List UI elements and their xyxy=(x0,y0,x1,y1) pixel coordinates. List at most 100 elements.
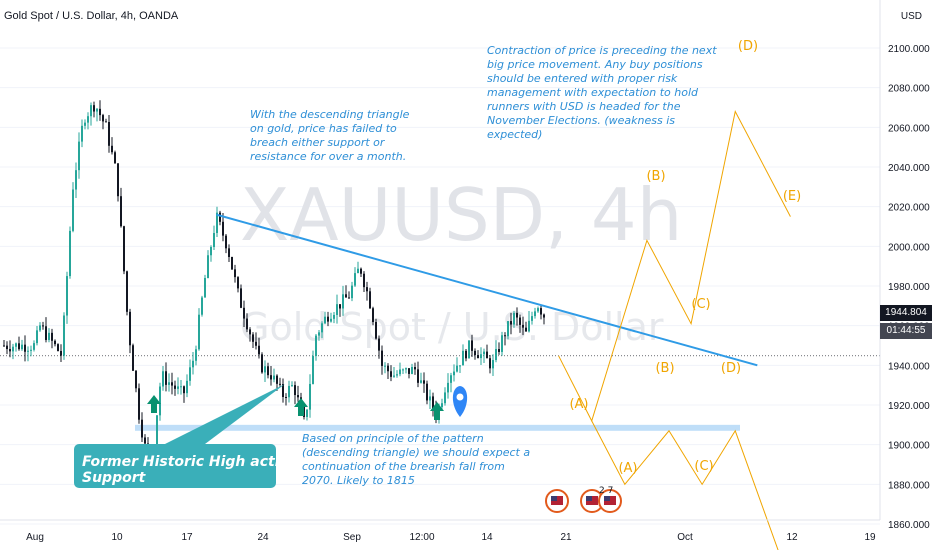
candle-body xyxy=(228,248,230,257)
candle-body xyxy=(252,334,254,342)
support-band xyxy=(135,424,740,431)
wave-label-lower: (D) xyxy=(721,361,741,376)
descending-trendline xyxy=(216,213,758,367)
candle-body xyxy=(174,385,176,389)
candle-body xyxy=(3,345,5,347)
candle-body xyxy=(78,141,80,171)
candle-body xyxy=(60,350,62,356)
candle-body xyxy=(510,321,512,325)
candle-body xyxy=(426,383,428,401)
candle-body xyxy=(543,314,545,318)
candle-body xyxy=(213,233,215,248)
candle-body xyxy=(90,105,92,117)
candle-body xyxy=(291,385,293,387)
candle-body xyxy=(513,312,515,325)
candle-body xyxy=(225,235,227,249)
map-pin-dot xyxy=(456,393,464,401)
candle-body xyxy=(327,316,329,322)
candle-body xyxy=(294,385,296,396)
candle-body xyxy=(504,335,506,337)
candle-body xyxy=(483,351,485,355)
watermark: XAUUSD, 4h Gold Spot / U.S. Dollar xyxy=(240,173,682,349)
candle-body xyxy=(198,314,200,350)
candle-body xyxy=(156,415,158,446)
candle-body xyxy=(144,437,146,444)
candle-body xyxy=(411,367,413,374)
candle-body xyxy=(243,307,245,319)
candle-body xyxy=(465,350,467,359)
candle-body xyxy=(201,297,203,315)
candle-body xyxy=(477,355,479,359)
candle-body xyxy=(318,332,320,336)
candle-body xyxy=(222,221,224,236)
candle-body xyxy=(66,276,68,316)
candle-body xyxy=(183,386,185,394)
candle-body xyxy=(288,385,290,398)
candle-body xyxy=(273,375,275,380)
candle-body xyxy=(51,332,53,341)
x-tick-label: 17 xyxy=(181,532,193,543)
candle-body xyxy=(429,396,431,401)
candle-body xyxy=(507,321,509,337)
us-flag-canton xyxy=(551,496,557,501)
candle-body xyxy=(72,189,74,231)
candle-body xyxy=(189,367,191,381)
candle-body xyxy=(231,256,233,270)
candle-body xyxy=(15,343,17,347)
x-tick-label: 14 xyxy=(481,532,493,543)
candle-body xyxy=(81,125,83,142)
x-tick-label: 24 xyxy=(257,532,269,543)
candle-body xyxy=(459,365,461,367)
candle-body xyxy=(489,358,491,369)
candle-body xyxy=(537,308,539,312)
candle-body xyxy=(45,326,47,340)
candle-body xyxy=(396,374,398,376)
y-tick-label: 2000.000 xyxy=(888,242,930,253)
x-tick-label: 12:00 xyxy=(409,532,434,543)
wave-label-upper: (E) xyxy=(783,189,801,204)
wave-label-upper: (C) xyxy=(691,297,710,312)
candle-body xyxy=(315,335,317,356)
candle-body xyxy=(336,304,338,315)
candle-body xyxy=(63,315,65,356)
candle-body xyxy=(96,108,98,112)
candle-body xyxy=(216,212,218,234)
candle-body xyxy=(84,122,86,126)
candle-body xyxy=(297,395,299,398)
candle-body xyxy=(168,382,170,385)
event-count: 2 7 xyxy=(599,486,613,496)
y-tick-label: 1920.000 xyxy=(888,401,930,412)
y-tick-label: 2100.000 xyxy=(888,44,930,55)
candle-body xyxy=(57,344,59,351)
candle-body xyxy=(462,350,464,366)
candle-body xyxy=(129,311,131,346)
candle-body xyxy=(276,375,278,384)
candle-body xyxy=(354,273,356,286)
candle-body xyxy=(345,294,347,298)
candle-body xyxy=(282,384,284,398)
candle-body xyxy=(381,350,383,366)
candle-body xyxy=(378,338,380,351)
map-pin-icon xyxy=(452,386,468,417)
candle-body xyxy=(468,340,470,359)
candle-body xyxy=(21,344,23,350)
candle-body xyxy=(162,371,164,387)
candle-body xyxy=(405,368,407,370)
y-tick-label: 2080.000 xyxy=(888,84,930,95)
candle-body xyxy=(492,360,494,369)
candle-body xyxy=(69,230,71,277)
wave-label-lower: (C) xyxy=(694,459,713,474)
y-tick-label: 1980.000 xyxy=(888,282,930,293)
x-tick-label: Aug xyxy=(26,532,44,543)
last-price-tag: 1944.804 xyxy=(880,305,932,321)
candle-body xyxy=(366,287,368,292)
currency-label: USD xyxy=(900,11,922,22)
candle-body xyxy=(18,343,20,350)
candle-body xyxy=(210,247,212,256)
candle-body xyxy=(306,409,308,418)
candle-body xyxy=(42,325,44,327)
up-arrow-icon xyxy=(294,398,308,416)
y-tick-label: 1880.000 xyxy=(888,480,930,491)
wave-label-lower: (A) xyxy=(618,461,637,476)
